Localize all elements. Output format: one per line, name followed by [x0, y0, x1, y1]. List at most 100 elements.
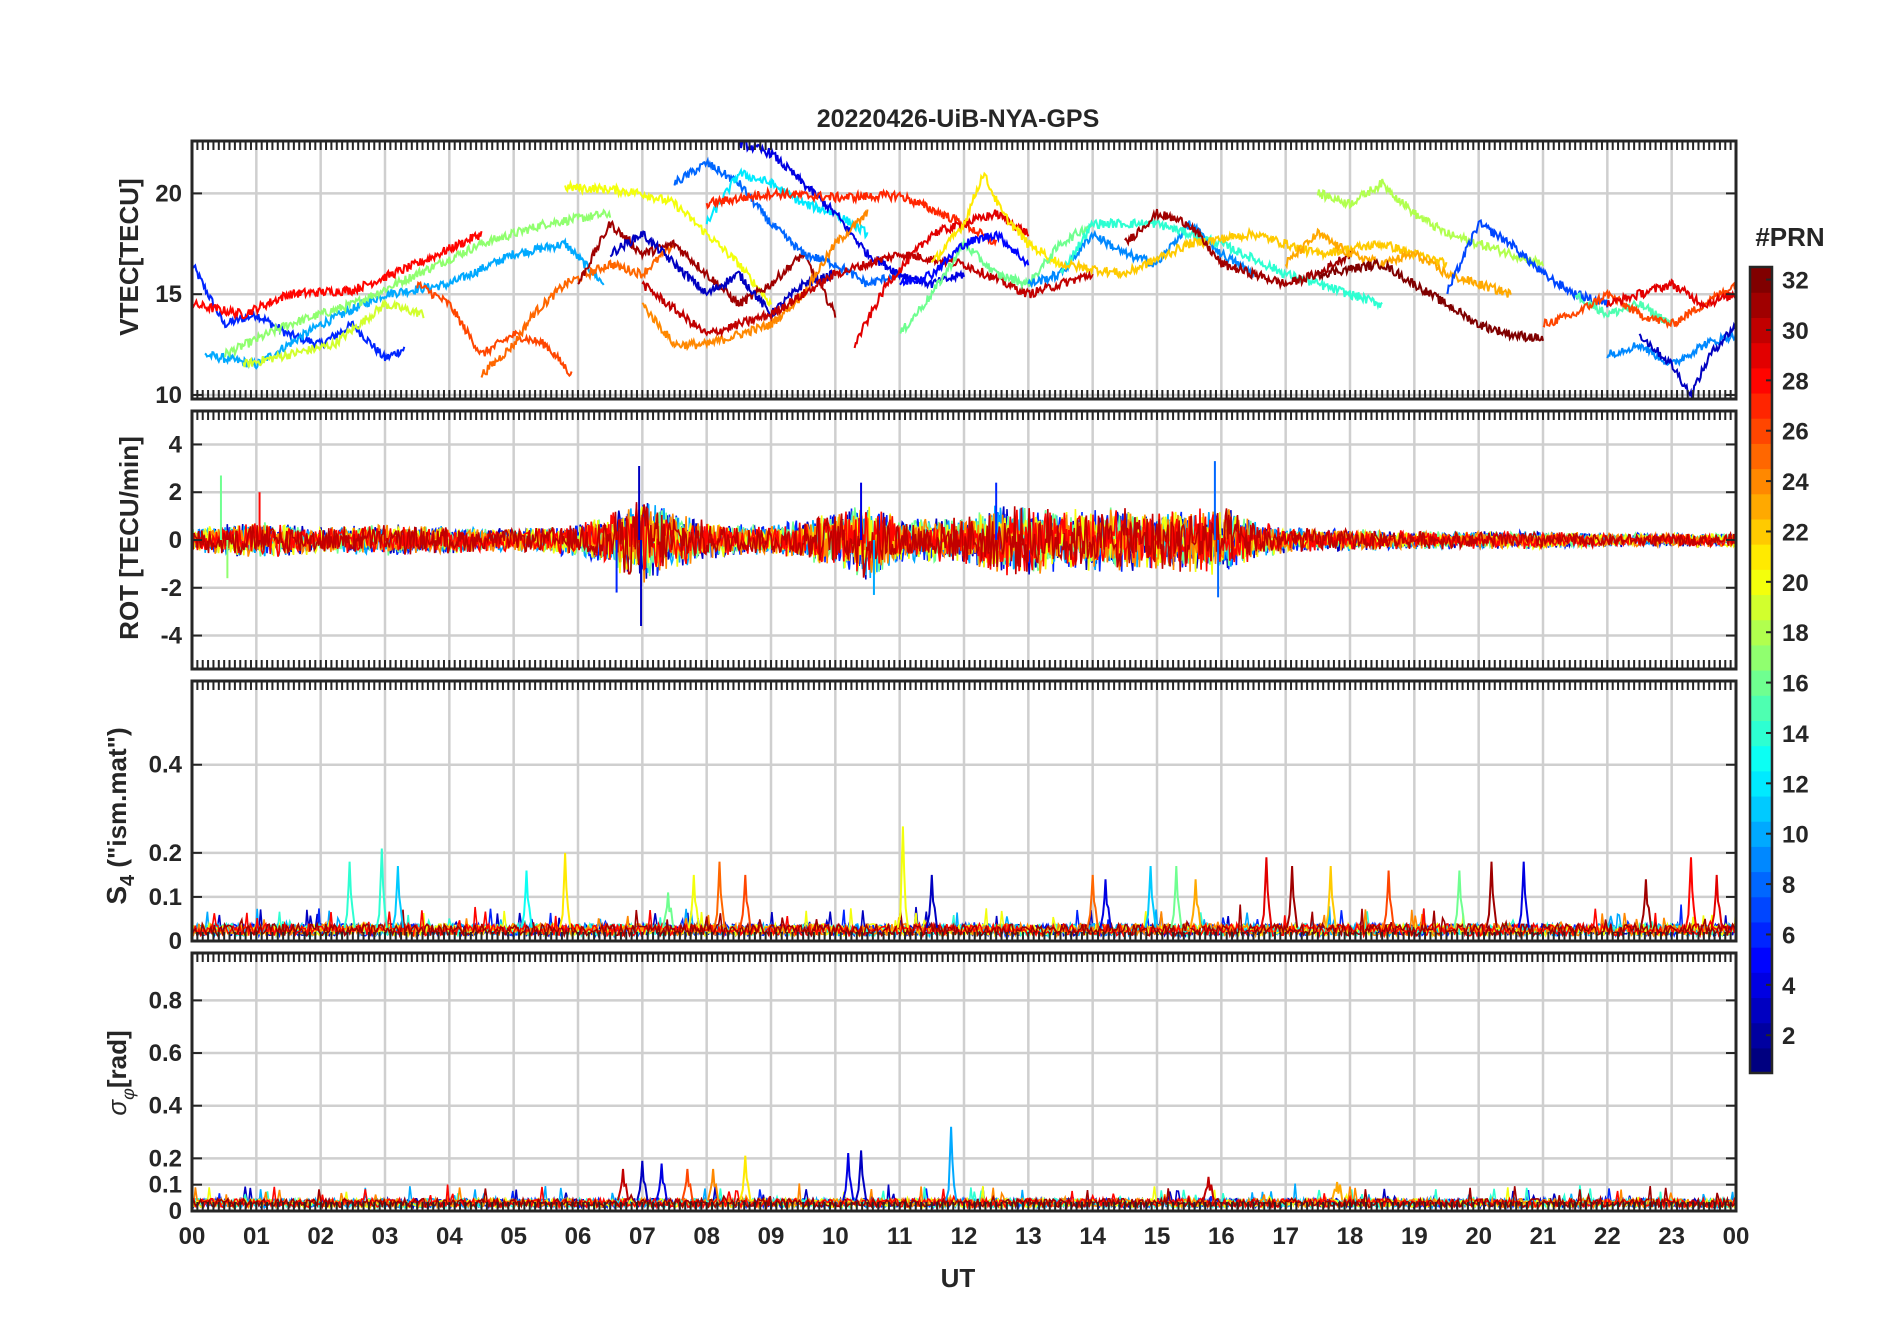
y-tick-label: 0.6	[149, 1040, 182, 1067]
y-tick-label: 0.1	[149, 884, 182, 911]
sigma-ylabel-text: σφ[rad]	[102, 1030, 138, 1115]
scint-spike-prn-26	[1382, 870, 1395, 928]
vtec-trace-prn-29	[1606, 278, 1736, 310]
colorbar-segment	[1750, 997, 1772, 1024]
colorbar-tick-label: 8	[1782, 872, 1795, 899]
x-tick-label: 08	[693, 1223, 720, 1250]
scint-spike-prn-22	[1324, 866, 1337, 928]
scint-spike-prn-11	[391, 866, 404, 928]
vtec-trace-prn-25	[480, 242, 676, 378]
colorbar-segment	[1750, 619, 1772, 646]
x-tick-label: 23	[1658, 1223, 1685, 1250]
scint-spike-prn-4	[1099, 879, 1112, 928]
s4-ylabel-sub: 4	[117, 874, 139, 886]
x-tick-label: 14	[1079, 1223, 1106, 1250]
scint-spike-prn-11	[1144, 866, 1157, 928]
vtec-trace-prn-14	[1059, 217, 1383, 311]
y-tick-label: 0.2	[149, 840, 182, 867]
vtec-trace-prn-3	[609, 230, 837, 319]
x-tick-label: 00	[179, 1223, 206, 1250]
colorbar-segment	[1750, 418, 1772, 444]
sigma-phi-panel: 00.10.2 0.4 0.6 0.8	[149, 951, 1738, 1225]
scint-spike-prn-30	[616, 1168, 630, 1201]
vtec-trace-prn-19	[242, 298, 425, 368]
y-tick-label: 4	[169, 431, 183, 458]
x-tick-label: 04	[436, 1223, 463, 1250]
vtec-trace-prn-20	[564, 179, 772, 308]
colorbar-segment	[1750, 342, 1772, 369]
axes-box	[190, 951, 1738, 1213]
s4-ylabel-rest: ("ism.mat")	[102, 727, 132, 874]
scint-spike-prn-28	[1684, 857, 1698, 928]
colorbar-segment	[1750, 594, 1772, 621]
axes-box	[190, 679, 1738, 943]
x-tick-labels: 00 01 02 03 04 05 06 07 08 09 10 11 12 13 14 15 16 17 18 19…	[179, 1223, 1750, 1250]
axes-box	[190, 409, 1738, 671]
x-tick-label: 16	[1208, 1223, 1235, 1250]
colorbar-segment	[1750, 821, 1772, 847]
scint-spike-prn-23	[1189, 879, 1202, 928]
y-tick-label: 0.4	[149, 1093, 183, 1120]
rot-trace-prn-30	[192, 502, 1736, 578]
scint-spike-prn-25	[713, 861, 726, 928]
colorbar-tick-label: 22	[1782, 519, 1809, 546]
vtec-trace-prn-26	[416, 280, 573, 378]
scint-spike-prn-16	[661, 892, 675, 928]
colorbar-segment	[1750, 1022, 1772, 1049]
y-tick-label: -2	[161, 575, 182, 602]
scint-spike-prn-14	[343, 861, 356, 928]
x-tick-label: 22	[1594, 1223, 1621, 1250]
colorbar-tick-label: 2	[1782, 1023, 1795, 1050]
x-tick-label: 09	[758, 1223, 785, 1250]
colorbar-segment	[1750, 317, 1772, 344]
x-tick-label: 05	[500, 1223, 527, 1250]
scint-spike-prn-16	[1170, 866, 1183, 928]
colorbar-segment	[1750, 670, 1772, 696]
vtec-trace-prn-31	[1124, 208, 1351, 291]
colorbar-segment	[1750, 745, 1772, 772]
scint-spike-prn-23	[1331, 1181, 1344, 1201]
y-tick-label: 10	[155, 382, 182, 409]
y-tick-label: 0.1	[149, 1172, 182, 1199]
vtec-trace-prn-30	[641, 251, 1094, 338]
scint-spike-prn-21	[739, 1155, 752, 1201]
colorbar-segment	[1750, 871, 1772, 898]
scint-spike-prn-24	[707, 1168, 720, 1201]
colorbar-segment	[1750, 846, 1772, 873]
colorbar-segment	[1750, 695, 1772, 721]
s4-ylabel-main: S	[101, 886, 132, 905]
scint-spike-prn-26	[681, 1168, 694, 1201]
colorbar-segment	[1750, 468, 1772, 495]
vtec-trace-prn-9	[1027, 220, 1255, 289]
x-tick-label: 21	[1530, 1223, 1557, 1250]
colorbar-tick-label: 18	[1782, 620, 1809, 647]
colorbar-tick-label: 20	[1782, 570, 1809, 597]
scint-spike-prn-21	[559, 852, 572, 928]
x-tick-label: 06	[565, 1223, 592, 1250]
vtec-y-axis-label: VTEC[TECU]	[114, 178, 144, 335]
colorbar-segment	[1750, 569, 1772, 596]
colorbar-segment	[1750, 292, 1772, 318]
colorbar-segment	[1750, 947, 1772, 973]
scint-spike-prn-10	[945, 1126, 958, 1201]
x-tick-label: 11	[887, 1223, 912, 1250]
y-tick-label: 0.8	[149, 987, 182, 1014]
sigma-ylabel-sub: φ	[118, 1088, 138, 1100]
vtec-lines	[192, 141, 1736, 399]
scint-spike-prn-29	[1260, 857, 1273, 928]
colorbar-tick-label: 16	[1782, 671, 1809, 698]
scint-spike-prn-31	[1639, 879, 1653, 928]
x-tick-label: 13	[1015, 1223, 1042, 1250]
axes-box	[190, 139, 1738, 401]
y-tick-label: 0	[169, 527, 182, 554]
colorbar-segment	[1750, 544, 1772, 570]
colorbar-tick-label: 28	[1782, 368, 1809, 395]
y-tick-label: 0.4	[149, 752, 183, 779]
vtec-trace-prn-21	[930, 171, 1062, 269]
colorbar-outline	[1748, 265, 1774, 1075]
y-tick-label: 0	[169, 928, 182, 955]
y-tick-label: 0	[169, 1198, 182, 1225]
scint-spike-prn-14	[375, 848, 388, 928]
vtec-trace-prn-5	[899, 230, 1030, 287]
rot-y-axis-label: ROT [TECU/min]	[114, 436, 144, 640]
